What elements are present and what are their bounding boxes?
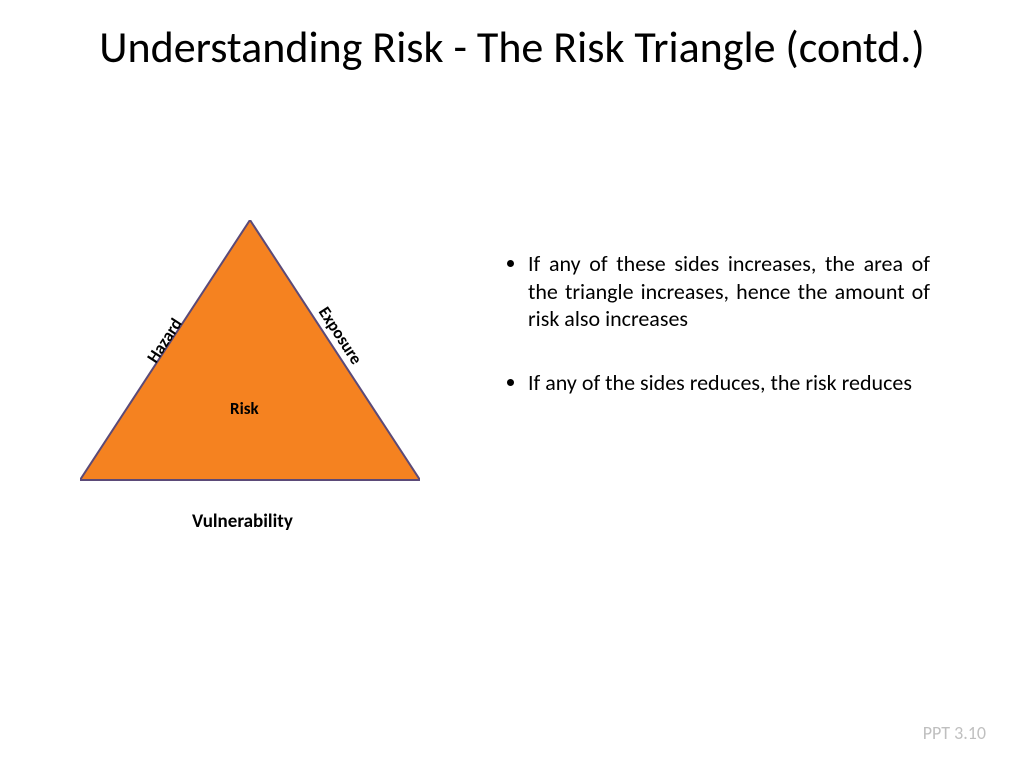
risk-triangle-diagram: Risk Hazard Exposure Vulnerability [80, 220, 420, 550]
bullet-item: If any of these sides increases, the are… [528, 250, 930, 333]
bullet-list: If any of these sides increases, the are… [500, 250, 930, 432]
triangle-bottom-label: Vulnerability [192, 510, 293, 533]
bullet-item: If any of the sides reduces, the risk re… [528, 369, 930, 397]
slide-title: Understanding Risk - The Risk Triangle (… [0, 22, 1024, 73]
slide: Understanding Risk - The Risk Triangle (… [0, 0, 1024, 768]
triangle-shape [80, 220, 420, 480]
bullet-ul: If any of these sides increases, the are… [500, 250, 930, 396]
triangle-center-label: Risk [230, 398, 259, 419]
slide-footer: PPT 3.10 [923, 722, 986, 744]
triangle-icon [80, 220, 420, 490]
